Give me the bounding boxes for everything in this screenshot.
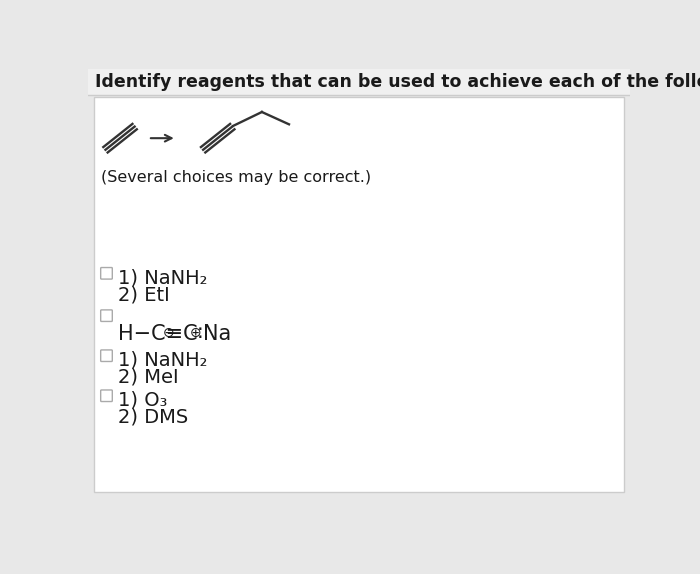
FancyBboxPatch shape [101,267,112,279]
Text: 1) NaNH₂: 1) NaNH₂ [118,351,208,370]
Text: 1) O₃: 1) O₃ [118,391,168,410]
FancyBboxPatch shape [101,390,112,402]
Text: 2) DMS: 2) DMS [118,408,189,426]
FancyBboxPatch shape [101,310,112,321]
Text: H−C≡C∶Na: H−C≡C∶Na [118,324,232,344]
FancyBboxPatch shape [94,98,624,491]
Text: 2) MeI: 2) MeI [118,367,179,387]
FancyBboxPatch shape [101,350,112,362]
Text: ⊕: ⊕ [190,326,202,340]
Text: 1) NaNH₂: 1) NaNH₂ [118,268,208,288]
Text: 2) EtI: 2) EtI [118,285,170,304]
Text: (Several choices may be correct.): (Several choices may be correct.) [102,170,372,185]
Text: ⊖: ⊖ [162,326,174,340]
Text: Identify reagents that can be used to achieve each of the following transformati: Identify reagents that can be used to ac… [95,73,700,91]
FancyBboxPatch shape [88,69,630,95]
